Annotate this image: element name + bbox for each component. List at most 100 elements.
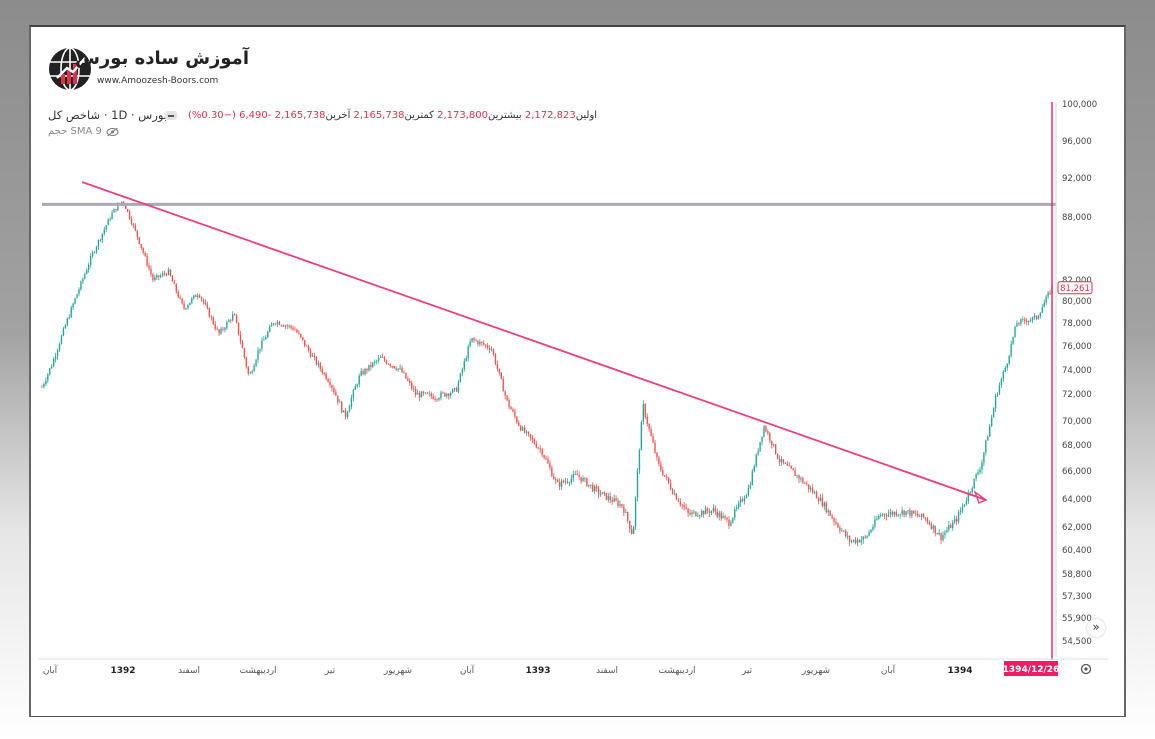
candle bbox=[165, 272, 168, 277]
candle bbox=[887, 509, 890, 518]
candle bbox=[354, 383, 357, 390]
candle bbox=[68, 314, 70, 320]
candle bbox=[918, 514, 921, 517]
candle bbox=[99, 238, 102, 243]
candle bbox=[987, 434, 989, 441]
candle bbox=[862, 535, 864, 545]
last-price-label: 81,261 bbox=[1060, 284, 1090, 294]
candle bbox=[568, 481, 571, 487]
price-tick-label: 58,800 bbox=[1062, 570, 1092, 580]
candle bbox=[128, 209, 131, 220]
candle bbox=[490, 346, 493, 352]
candle bbox=[759, 441, 761, 452]
candle bbox=[872, 524, 874, 532]
candle bbox=[300, 333, 302, 339]
candle bbox=[722, 512, 724, 519]
candle bbox=[84, 272, 86, 280]
candle bbox=[580, 476, 582, 484]
candle bbox=[786, 461, 789, 466]
collapse-legend-button[interactable] bbox=[165, 111, 177, 120]
candle bbox=[730, 519, 732, 527]
candle bbox=[636, 468, 639, 502]
candle bbox=[809, 485, 812, 493]
indicator-label[interactable]: SMA 9 حجم bbox=[48, 126, 102, 137]
candle bbox=[481, 341, 483, 346]
hide-eye-icon[interactable] bbox=[106, 127, 119, 137]
gear-icon[interactable] bbox=[1079, 662, 1093, 676]
candle bbox=[621, 503, 623, 509]
close-value: 2,165,738 bbox=[274, 110, 326, 121]
candle bbox=[595, 484, 598, 492]
candle bbox=[878, 513, 880, 520]
candle bbox=[866, 535, 868, 539]
logo-url: www.Amoozesh-Boors.com bbox=[97, 76, 219, 86]
candle bbox=[438, 396, 440, 402]
candle bbox=[1029, 317, 1032, 323]
candle bbox=[442, 391, 444, 394]
candle bbox=[420, 390, 423, 398]
candle bbox=[739, 496, 742, 507]
candle bbox=[922, 513, 925, 519]
candle bbox=[619, 500, 621, 508]
candle bbox=[455, 386, 458, 393]
candle bbox=[558, 478, 561, 491]
candle bbox=[465, 355, 467, 362]
candle bbox=[605, 492, 608, 501]
ohlc-values: اولین2,172,823 بیشترین2,173,800 کمترین2,… bbox=[188, 110, 597, 121]
candle bbox=[66, 317, 68, 327]
candle bbox=[932, 524, 934, 533]
candle bbox=[49, 368, 51, 376]
price-tick-label: 60,400 bbox=[1062, 546, 1092, 556]
candle bbox=[340, 401, 343, 414]
candle bbox=[237, 322, 240, 336]
candle bbox=[356, 383, 358, 389]
candle bbox=[222, 326, 224, 332]
candle bbox=[889, 508, 892, 518]
scroll-to-realtime-button[interactable]: » bbox=[1087, 619, 1105, 637]
candle bbox=[126, 208, 129, 213]
candle bbox=[405, 372, 407, 380]
candle bbox=[745, 493, 748, 499]
candle bbox=[934, 525, 936, 537]
candle bbox=[570, 474, 573, 485]
candle bbox=[895, 509, 898, 517]
symbol-title[interactable]: بورس · 1D · شاخص کل bbox=[48, 108, 168, 122]
candle bbox=[808, 484, 810, 493]
candle bbox=[449, 391, 452, 399]
candle bbox=[160, 273, 162, 279]
candle bbox=[983, 452, 985, 467]
price-tick-label: 55,900 bbox=[1062, 614, 1092, 624]
candle bbox=[167, 267, 170, 276]
candle bbox=[216, 326, 218, 331]
candle bbox=[957, 509, 960, 524]
price-tick-label: 54,500 bbox=[1062, 637, 1092, 647]
price-tick-label: 64,000 bbox=[1062, 495, 1092, 505]
candle bbox=[998, 382, 1001, 396]
candle bbox=[284, 324, 286, 330]
candle bbox=[671, 487, 674, 495]
candle bbox=[364, 367, 366, 376]
candle bbox=[198, 293, 201, 299]
candle bbox=[469, 338, 471, 348]
candle bbox=[89, 253, 92, 268]
candle bbox=[835, 518, 837, 526]
candle bbox=[64, 324, 67, 329]
candle bbox=[673, 489, 676, 496]
candle bbox=[704, 505, 707, 515]
candle bbox=[179, 295, 181, 300]
candle bbox=[860, 535, 862, 546]
candle bbox=[881, 512, 884, 517]
candle bbox=[669, 479, 672, 491]
candle bbox=[496, 360, 499, 372]
candle bbox=[531, 435, 534, 444]
candle bbox=[737, 500, 740, 510]
candle-layer bbox=[41, 200, 1053, 547]
candle bbox=[62, 326, 65, 337]
candle bbox=[555, 477, 557, 485]
candle bbox=[428, 390, 430, 397]
candle bbox=[54, 352, 57, 363]
candle bbox=[630, 525, 633, 535]
candle bbox=[500, 371, 502, 380]
candle bbox=[72, 302, 74, 310]
